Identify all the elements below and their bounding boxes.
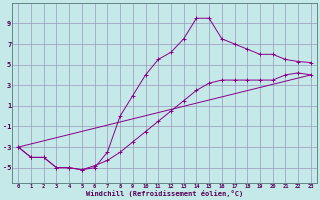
X-axis label: Windchill (Refroidissement éolien,°C): Windchill (Refroidissement éolien,°C) [86,190,243,197]
